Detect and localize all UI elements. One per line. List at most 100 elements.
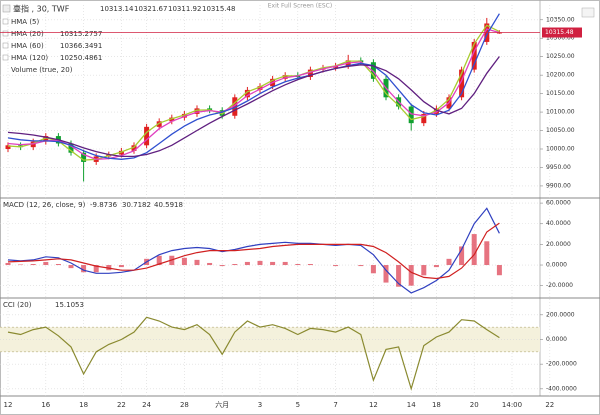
candle-body [81,152,87,162]
x-tick-label: 22 [545,401,554,409]
candle-body [144,126,150,146]
candle-body [408,106,414,124]
histogram-bar [358,265,364,267]
candle-body [194,108,200,114]
x-tick-label: 22 [117,401,126,409]
y-tick-label: -400.0000 [546,385,577,392]
candle-body [370,62,376,79]
indicator-line [7,222,500,280]
legend-value: 15.1053 [55,301,84,309]
panel-title: MACD (12, 26, close, 9) [3,201,86,209]
y-tick-label: 0.0000 [546,262,567,269]
toolbar-icon[interactable] [581,7,595,18]
histogram-bar [43,261,49,266]
candle-body [244,89,250,98]
x-tick-label: 12 [4,401,13,409]
legend-value: 10250.4861 [60,54,102,62]
legend-label: HMA (60) [11,42,44,50]
candle-body [169,117,175,122]
legend-value: 10366.3491 [60,42,102,50]
legend-label: HMA (5) [11,18,40,26]
x-tick-label: 5 [296,401,300,409]
legend-checkbox[interactable] [2,42,9,49]
candle-body [43,136,49,142]
y-tick-label: 10050.00 [546,127,575,134]
legend-value: 10315.2757 [60,30,102,38]
ma-line [7,13,500,160]
y-tick-label: 0.0000 [546,336,567,343]
candle-body [433,108,439,114]
indicator-line [7,316,500,391]
candle-body [459,69,465,98]
y-tick-label: 10150.00 [546,90,575,97]
candle-body [118,150,124,155]
ohlc-header: 10315.48 [202,5,235,13]
last-price-box [542,27,582,38]
histogram-bar [156,255,162,266]
x-tick-label: 六月 [215,400,229,409]
histogram-bar [421,265,427,276]
histogram-bar [181,257,187,266]
exit-fullscreen[interactable]: Exit Full Screen (ESC) [268,3,332,10]
x-tick-label: 3 [258,401,262,409]
legend-label: Volume (true, 20) [11,66,73,74]
histogram-bar [307,264,313,266]
y-tick-label: 9950.00 [546,164,571,171]
y-tick-label: 9900.00 [546,182,571,189]
y-tick-label: 40.0000 [546,220,571,227]
legend-label: HMA (20) [11,30,44,38]
histogram-bar [471,234,477,266]
histogram-bar [68,265,74,269]
legend-value: -9.8736 [90,201,118,209]
x-tick-label: 16 [41,401,50,409]
histogram-bar [295,264,301,266]
panel-title: CCI (20) [3,301,32,309]
histogram-bar [244,261,250,266]
candle-body [257,86,263,90]
candle-body [219,110,225,116]
ohlc-header: 10313.14 [100,5,134,13]
y-tick-label: 60.0000 [546,200,571,207]
histogram-bar [333,265,339,267]
candle-body [232,97,238,116]
histogram-bar [30,264,36,266]
candle-body [181,113,187,118]
candle-body [282,75,288,79]
ma-line [7,56,500,158]
x-tick-label: 28 [180,401,189,409]
histogram-bar [232,264,238,266]
y-tick-label: -200.0000 [546,361,577,368]
histogram-bar [484,241,490,266]
y-tick-label: 10250.00 [546,53,575,60]
ma-line [7,24,500,161]
y-tick-label: 10100.00 [546,109,575,116]
histogram-bar [282,261,288,266]
histogram-bar [383,265,389,283]
histogram-bar [396,265,402,287]
ma-line [7,28,500,160]
y-tick-label: 10300.00 [546,35,575,42]
histogram-bar [18,264,24,266]
x-tick-label: 20 [470,401,479,409]
candle-body [68,143,74,153]
x-tick-label: 24 [142,401,151,409]
legend-checkbox[interactable] [2,30,9,37]
x-tick-label: 18 [432,401,441,409]
histogram-bar [118,265,124,268]
legend-checkbox[interactable] [2,54,9,61]
histogram-bar [446,258,452,266]
candle-body [421,113,427,124]
symbol-icon[interactable] [2,4,11,13]
last-price-label: 10315.48 [545,29,574,36]
y-tick-label: 200.0000 [546,311,575,318]
candle-body [471,41,477,70]
candle-body [307,69,313,77]
ohlc-header: 10311.92 [168,5,201,13]
histogram-bar [55,264,61,266]
candle-body [156,121,162,127]
legend-checkbox[interactable] [2,18,9,25]
histogram-bar [270,261,276,266]
x-tick-label: 7 [333,401,337,409]
ohlc-header: 10321.67 [134,5,167,13]
